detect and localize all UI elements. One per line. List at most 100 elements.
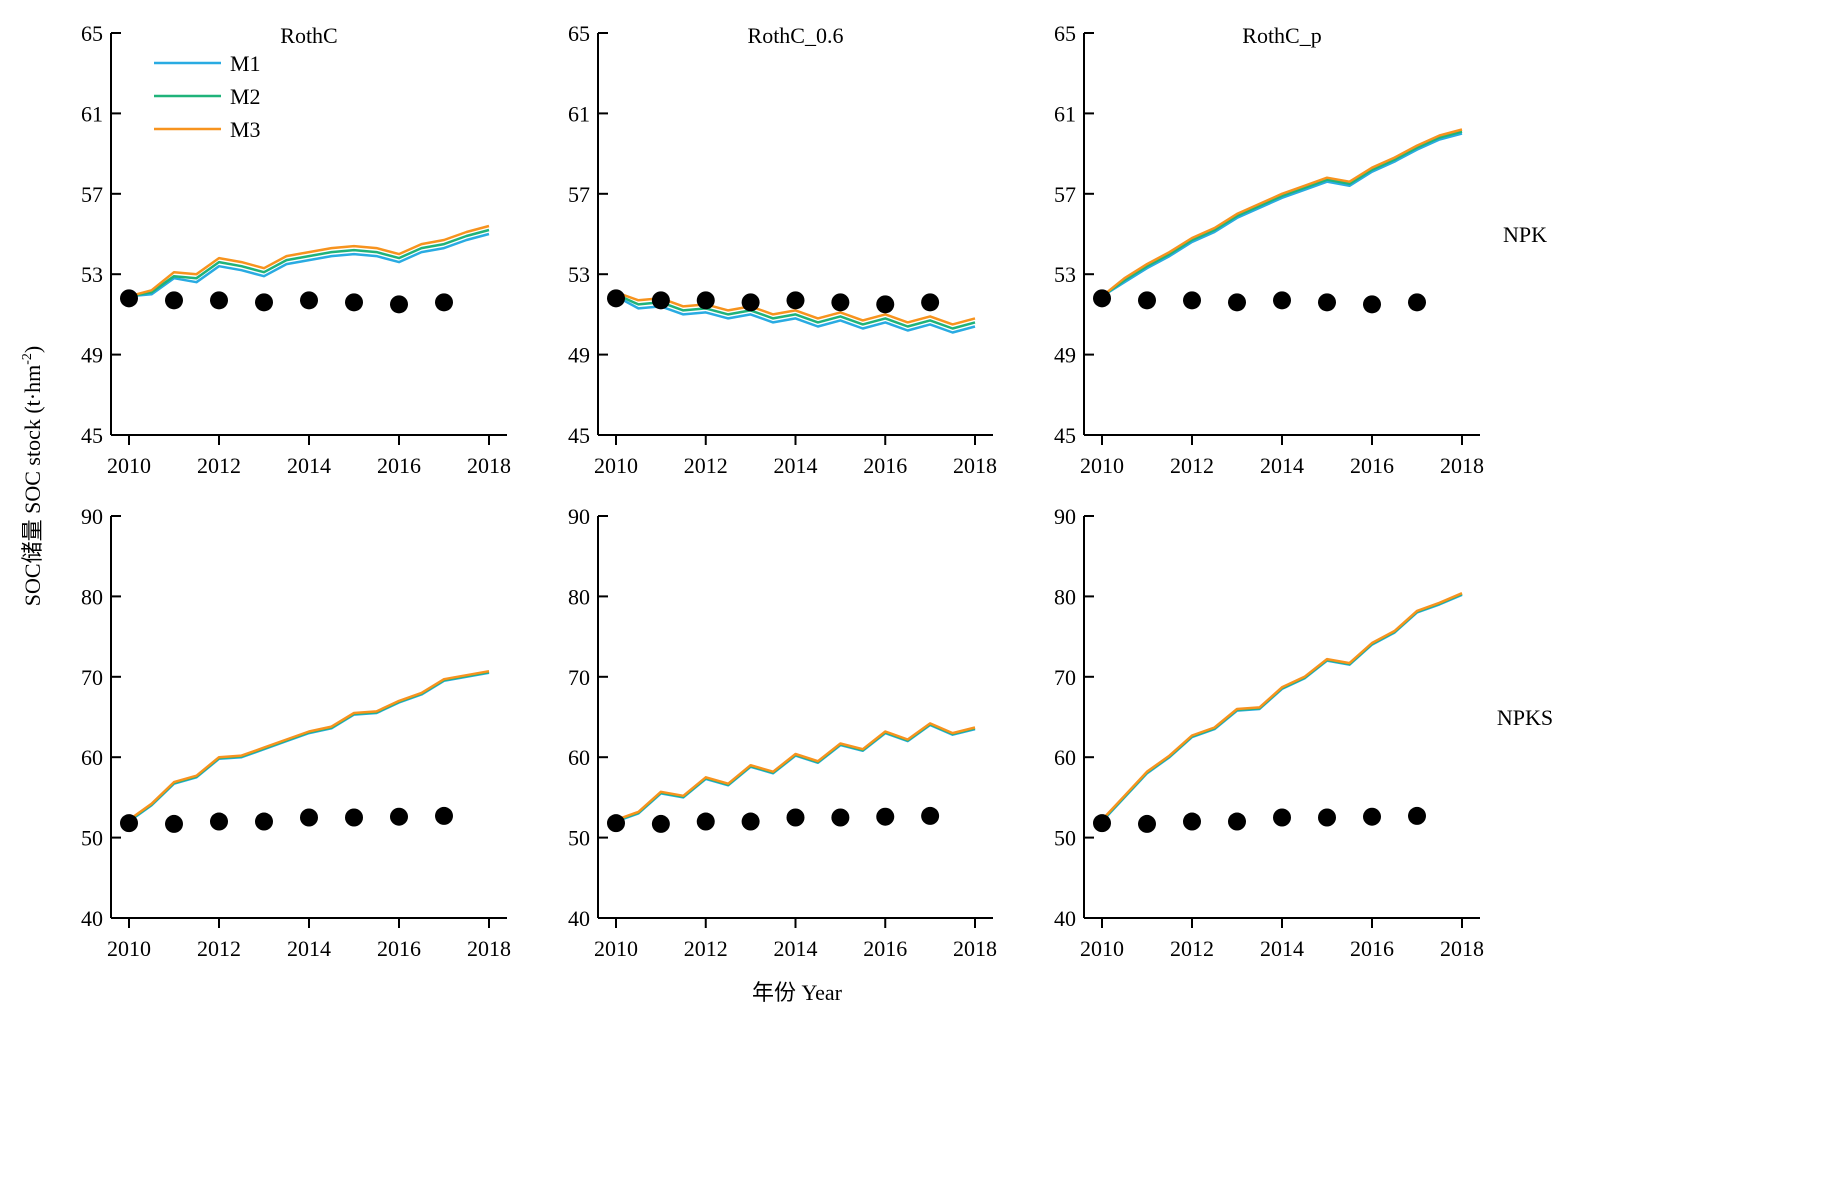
x-tick-label: 2012 bbox=[197, 936, 241, 961]
observed-point bbox=[345, 808, 363, 827]
y-tick-label: 49 bbox=[81, 343, 103, 368]
observed-point bbox=[696, 291, 715, 310]
row-label: NPKS bbox=[1497, 705, 1553, 730]
y-tick-label: 49 bbox=[1054, 343, 1076, 368]
y-tick-label: 60 bbox=[568, 745, 590, 770]
x-tick-label: 2016 bbox=[377, 936, 421, 961]
x-tick-label: 2018 bbox=[1440, 936, 1484, 961]
observed-point bbox=[1138, 814, 1156, 833]
x-tick-label: 2010 bbox=[594, 453, 638, 478]
observed-point bbox=[831, 293, 850, 312]
observed-point bbox=[1273, 291, 1291, 310]
series-line-m3 bbox=[1101, 592, 1463, 821]
x-tick-label: 2010 bbox=[1080, 936, 1124, 961]
x-tick-label: 2010 bbox=[594, 936, 638, 961]
observed-point bbox=[300, 291, 318, 310]
observed-point bbox=[1363, 807, 1381, 826]
observed-point bbox=[876, 295, 895, 314]
observed-point bbox=[1183, 812, 1201, 831]
x-tick-label: 2012 bbox=[684, 453, 728, 478]
series-line-m3 bbox=[128, 224, 490, 298]
x-tick-label: 2018 bbox=[953, 936, 997, 961]
observed-point bbox=[921, 806, 940, 825]
x-axis-title: 年份 Year bbox=[752, 980, 843, 1005]
observed-point bbox=[210, 812, 228, 831]
x-tick-label: 2018 bbox=[467, 453, 511, 478]
x-tick-label: 2014 bbox=[774, 936, 818, 961]
y-tick-label: 49 bbox=[568, 343, 590, 368]
x-tick-label: 2014 bbox=[1260, 453, 1304, 478]
series-line-m3 bbox=[1101, 128, 1463, 298]
series-line-m3 bbox=[615, 722, 976, 822]
y-tick-label: 65 bbox=[1054, 21, 1076, 46]
x-tick-label: 2016 bbox=[1350, 453, 1394, 478]
y-tick-label: 80 bbox=[568, 584, 590, 609]
y-tick-label: 45 bbox=[81, 423, 103, 448]
x-tick-label: 2012 bbox=[684, 936, 728, 961]
x-tick-label: 2010 bbox=[1080, 453, 1124, 478]
x-tick-label: 2014 bbox=[287, 453, 331, 478]
x-tick-label: 2018 bbox=[953, 453, 997, 478]
observed-point bbox=[255, 812, 273, 831]
x-tick-label: 2014 bbox=[1260, 936, 1304, 961]
observed-point bbox=[741, 812, 760, 831]
y-tick-label: 61 bbox=[568, 101, 590, 126]
y-tick-label: 45 bbox=[1054, 423, 1076, 448]
y-tick-label: 53 bbox=[568, 262, 590, 287]
x-tick-label: 2016 bbox=[377, 453, 421, 478]
observed-point bbox=[210, 291, 228, 310]
series-line-m1 bbox=[615, 295, 976, 334]
observed-point bbox=[1093, 814, 1111, 833]
y-tick-label: 61 bbox=[81, 101, 103, 126]
observed-point bbox=[1408, 293, 1426, 312]
observed-point bbox=[921, 293, 940, 312]
observed-point bbox=[345, 293, 363, 312]
observed-point bbox=[1183, 291, 1201, 310]
panel-5: 40 50 60 70 80 90 2010 2012 2014 2016 2018 bbox=[568, 504, 997, 961]
x-tick-label: 2018 bbox=[467, 936, 511, 961]
legend-label-m2: M2 bbox=[230, 84, 261, 109]
observed-point bbox=[831, 808, 850, 827]
y-axis-title: SOC储量 SOC stock (t·hm-2) bbox=[20, 346, 45, 606]
x-tick-label: 2014 bbox=[287, 936, 331, 961]
row-label: NPK bbox=[1503, 222, 1547, 247]
y-tick-label: 70 bbox=[568, 665, 590, 690]
observed-point bbox=[651, 291, 670, 310]
observed-point bbox=[741, 293, 760, 312]
y-tick-label: 57 bbox=[81, 182, 103, 207]
observed-point bbox=[1318, 808, 1336, 827]
x-tick-label: 2012 bbox=[197, 453, 241, 478]
x-tick-label: 2014 bbox=[774, 453, 818, 478]
observed-point bbox=[435, 293, 453, 312]
y-tick-label: 90 bbox=[81, 504, 103, 529]
y-tick-label: 57 bbox=[1054, 182, 1076, 207]
observed-point bbox=[255, 293, 273, 312]
series-line-m2 bbox=[128, 228, 490, 298]
series-line-m1 bbox=[128, 232, 490, 298]
series-line-m1 bbox=[1101, 132, 1463, 298]
panel-title: RothC_p bbox=[1242, 23, 1321, 48]
x-tick-label: 2010 bbox=[107, 936, 151, 961]
x-tick-label: 2018 bbox=[1440, 453, 1484, 478]
y-axis-title-superscript: -2 bbox=[20, 353, 35, 365]
x-tick-label: 2016 bbox=[863, 936, 907, 961]
y-axis-title-main: SOC储量 SOC stock (t·hm bbox=[20, 365, 45, 606]
observed-point bbox=[165, 291, 183, 310]
y-tick-label: 90 bbox=[568, 504, 590, 529]
y-tick-label: 80 bbox=[81, 584, 103, 609]
y-tick-label: 60 bbox=[81, 745, 103, 770]
observed-point bbox=[390, 295, 408, 314]
observed-point bbox=[1363, 295, 1381, 314]
y-tick-label: 45 bbox=[568, 423, 590, 448]
observed-point bbox=[1228, 812, 1246, 831]
observed-point bbox=[120, 289, 138, 308]
y-axis-title-tail: ) bbox=[20, 346, 45, 353]
y-tick-label: 40 bbox=[1054, 906, 1076, 931]
observed-point bbox=[1273, 808, 1291, 827]
x-tick-label: 2012 bbox=[1170, 453, 1214, 478]
series-line-m2 bbox=[1101, 130, 1463, 298]
y-tick-label: 90 bbox=[1054, 504, 1076, 529]
y-tick-label: 40 bbox=[81, 906, 103, 931]
